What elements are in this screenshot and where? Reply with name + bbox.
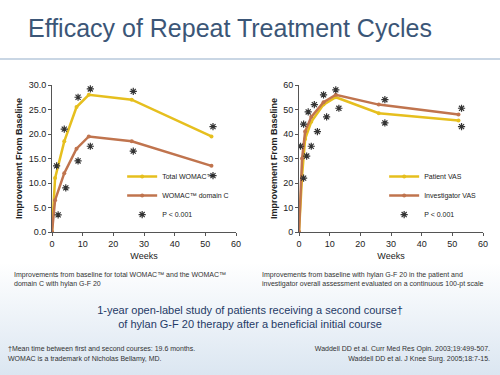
svg-text:40: 40 bbox=[283, 129, 293, 139]
svg-text:40: 40 bbox=[417, 239, 427, 249]
html-text:Improvements from baseline wit: Improvements from baseline with hylan G-… bbox=[262, 271, 484, 287]
svg-text:5.0: 5.0 bbox=[34, 203, 47, 213]
svg-text:0: 0 bbox=[288, 227, 293, 237]
svg-text:P < 0.001: P < 0.001 bbox=[424, 211, 454, 218]
svg-text:Weeks: Weeks bbox=[377, 251, 405, 261]
html-text:Waddell DD et al. J Knee Surg.: Waddell DD et al. J Knee Surg. 2005;18:7… bbox=[348, 355, 490, 362]
svg-text:60: 60 bbox=[283, 80, 293, 90]
svg-text:15.0: 15.0 bbox=[29, 154, 47, 164]
svg-text:Total WOMAC™: Total WOMAC™ bbox=[162, 173, 213, 180]
svg-text:60: 60 bbox=[478, 239, 488, 249]
svg-text:20: 20 bbox=[283, 178, 293, 188]
svg-text:50: 50 bbox=[200, 239, 210, 249]
svg-text:10: 10 bbox=[325, 239, 335, 249]
svg-text:P < 0.001: P < 0.001 bbox=[162, 211, 192, 218]
svg-text:20: 20 bbox=[108, 239, 118, 249]
svg-text:Weeks: Weeks bbox=[130, 251, 158, 261]
svg-text:0.0: 0.0 bbox=[34, 227, 47, 237]
svg-text:Improvement From Baseline: Improvement From Baseline bbox=[269, 98, 279, 219]
svg-text:20.0: 20.0 bbox=[29, 129, 47, 139]
svg-text:10.0: 10.0 bbox=[29, 178, 47, 188]
html-text:†Mean time between first and s: †Mean time between first and second cour… bbox=[8, 345, 196, 352]
svg-text:Patient VAS: Patient VAS bbox=[424, 173, 462, 180]
html-text:Waddell DD et al. Curr Med Res: Waddell DD et al. Curr Med Res Opin. 200… bbox=[314, 345, 490, 352]
svg-text:30: 30 bbox=[139, 239, 149, 249]
html-text:1-year open-label study of pat: 1-year open-label study of patients rece… bbox=[97, 304, 403, 330]
svg-text:0: 0 bbox=[296, 239, 301, 249]
svg-text:Improvement From Baseline: Improvement From Baseline bbox=[14, 98, 24, 219]
svg-text:25.0: 25.0 bbox=[29, 105, 47, 115]
svg-text:Investigator VAS: Investigator VAS bbox=[424, 192, 476, 200]
svg-text:40: 40 bbox=[170, 239, 180, 249]
svg-text:50: 50 bbox=[283, 105, 293, 115]
html-text:Efficacy of Repeat Treatment C: Efficacy of Repeat Treatment Cycles bbox=[28, 14, 432, 42]
svg-text:30.0: 30.0 bbox=[29, 80, 47, 90]
svg-text:30: 30 bbox=[283, 154, 293, 164]
svg-text:10: 10 bbox=[283, 203, 293, 213]
svg-text:60: 60 bbox=[231, 239, 241, 249]
svg-text:0: 0 bbox=[49, 239, 54, 249]
svg-text:30: 30 bbox=[386, 239, 396, 249]
svg-text:WOMAC™ domain C: WOMAC™ domain C bbox=[162, 192, 229, 199]
svg-text:20: 20 bbox=[355, 239, 365, 249]
svg-text:50: 50 bbox=[447, 239, 457, 249]
html-text:WOMAC is a trademark of Nichol: WOMAC is a trademark of Nicholas Bellamy… bbox=[8, 355, 162, 362]
html-text:Improvements from baseline for: Improvements from baseline for total WOM… bbox=[14, 271, 226, 287]
svg-text:10: 10 bbox=[78, 239, 88, 249]
